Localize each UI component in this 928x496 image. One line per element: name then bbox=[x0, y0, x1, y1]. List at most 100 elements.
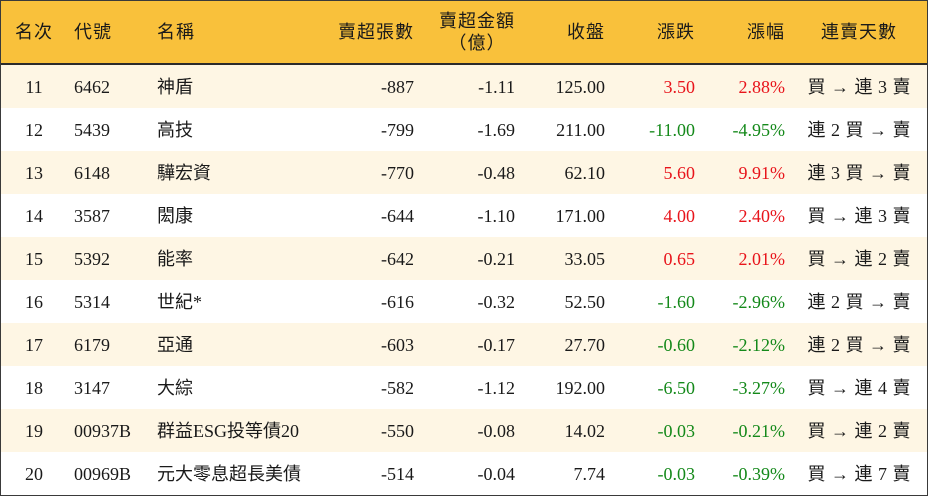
change-pct-cell: -2.12% bbox=[732, 334, 786, 355]
code-cell: 6148 bbox=[74, 162, 110, 183]
code-cell: 00969B bbox=[74, 463, 132, 484]
change-cell: -1.60 bbox=[657, 291, 696, 312]
name-cell: 高技 bbox=[157, 119, 193, 140]
net-sell-lots-cell: -770 bbox=[381, 162, 414, 183]
code-cell: 5439 bbox=[74, 119, 110, 140]
header-net-sell-lots: 賣超張數 bbox=[338, 22, 414, 42]
close-cell: 52.50 bbox=[564, 291, 606, 312]
streak-cell: 連 2 買 → 賣 bbox=[807, 334, 911, 355]
change-pct-cell: 2.40% bbox=[738, 205, 786, 226]
code-cell: 6179 bbox=[74, 334, 110, 355]
header-rank: 名次 bbox=[15, 22, 53, 42]
change-cell: 3.50 bbox=[663, 76, 696, 97]
streak-cell: 買 → 連 7 賣 bbox=[807, 463, 911, 484]
streak-cell: 買 → 連 3 賣 bbox=[807, 76, 911, 97]
change-cell: -0.03 bbox=[657, 463, 696, 484]
change-cell: -6.50 bbox=[657, 377, 696, 398]
name-cell: 驊宏資 bbox=[157, 162, 211, 183]
net-sell-amount-cell: -1.12 bbox=[477, 377, 516, 398]
code-cell: 6462 bbox=[74, 76, 110, 97]
rank-cell: 12 bbox=[25, 119, 43, 140]
rank-cell: 11 bbox=[25, 76, 43, 97]
streak-cell: 買 → 連 3 賣 bbox=[807, 205, 911, 226]
net-sell-lots-cell: -642 bbox=[381, 248, 414, 269]
net-sell-lots-cell: -887 bbox=[381, 76, 414, 97]
close-cell: 62.10 bbox=[564, 162, 606, 183]
table-row: 11 6462 神盾 -887 -1.11 125.00 3.50 2.88% 買 → 連 3 … bbox=[1, 65, 927, 108]
net-sell-lots-cell: -582 bbox=[381, 377, 414, 398]
net-sell-amount-cell: -0.32 bbox=[477, 291, 516, 312]
streak-cell: 連 3 買 → 賣 bbox=[807, 162, 911, 183]
change-cell: 0.65 bbox=[663, 248, 696, 269]
change-cell: 5.60 bbox=[663, 162, 696, 183]
name-cell: 大綜 bbox=[157, 377, 193, 398]
change-cell: -0.60 bbox=[657, 334, 696, 355]
header-net-sell-amount-label: 賣超金額 bbox=[439, 11, 515, 31]
net-sell-lots-cell: -550 bbox=[381, 420, 414, 441]
name-cell: 能率 bbox=[157, 248, 193, 269]
change-pct-cell: 2.01% bbox=[738, 248, 786, 269]
close-cell: 14.02 bbox=[564, 420, 606, 441]
code-cell: 3587 bbox=[74, 205, 110, 226]
net-sell-amount-cell: -0.04 bbox=[477, 463, 516, 484]
name-cell: 世紀* bbox=[157, 291, 202, 312]
table-row: 13 6148 驊宏資 -770 -0.48 62.10 5.60 9.91% 連 3 買 → … bbox=[1, 151, 927, 194]
header-name: 名稱 bbox=[157, 22, 195, 42]
code-cell: 00937B bbox=[74, 420, 132, 441]
rank-cell: 18 bbox=[25, 377, 43, 398]
header-code: 代號 bbox=[74, 22, 112, 42]
name-cell: 神盾 bbox=[157, 76, 193, 97]
net-sell-amount-cell: -0.48 bbox=[477, 162, 516, 183]
change-pct-cell: -0.39% bbox=[732, 463, 786, 484]
rank-cell: 20 bbox=[25, 463, 43, 484]
name-cell: 亞通 bbox=[157, 334, 193, 355]
code-cell: 3147 bbox=[74, 377, 110, 398]
net-sell-amount-cell: -1.11 bbox=[478, 76, 515, 97]
change-pct-cell: -2.96% bbox=[732, 291, 786, 312]
change-pct-cell: -0.21% bbox=[732, 420, 786, 441]
net-sell-amount-cell: -0.17 bbox=[477, 334, 516, 355]
streak-cell: 連 2 買 → 賣 bbox=[807, 291, 911, 312]
table-row: 12 5439 高技 -799 -1.69 211.00 -11.00 -4.95% 連 2 買… bbox=[1, 108, 927, 151]
change-pct-cell: -4.95% bbox=[732, 119, 786, 140]
close-cell: 171.00 bbox=[555, 205, 606, 226]
table-row: 20 00969B 元大零息超長美債 -514 -0.04 7.74 -0.03 -0.39%… bbox=[1, 452, 927, 495]
table-row: 14 3587 閎康 -644 -1.10 171.00 4.00 2.40% 買 → 連 3 … bbox=[1, 194, 927, 237]
code-cell: 5392 bbox=[74, 248, 110, 269]
change-pct-cell: 9.91% bbox=[738, 162, 786, 183]
table-row: 18 3147 大綜 -582 -1.12 192.00 -6.50 -3.27% 買 → 連 … bbox=[1, 366, 927, 409]
streak-cell: 連 2 買 → 賣 bbox=[807, 119, 911, 140]
change-cell: 4.00 bbox=[663, 205, 696, 226]
close-cell: 192.00 bbox=[555, 377, 606, 398]
rank-cell: 14 bbox=[25, 205, 43, 226]
net-sell-amount-cell: -0.08 bbox=[477, 420, 516, 441]
header-change-pct: 漲幅 bbox=[747, 22, 785, 42]
code-cell: 5314 bbox=[74, 291, 110, 312]
net-sell-amount-cell: -1.10 bbox=[477, 205, 516, 226]
name-cell: 群益ESG投等債20 bbox=[157, 420, 300, 441]
close-cell: 211.00 bbox=[556, 119, 605, 140]
name-cell: 元大零息超長美債 bbox=[157, 463, 301, 484]
rank-cell: 17 bbox=[25, 334, 43, 355]
net-sell-lots-cell: -616 bbox=[381, 291, 414, 312]
change-cell: -11.00 bbox=[649, 119, 695, 140]
name-cell: 閎康 bbox=[157, 205, 193, 226]
table-row: 16 5314 世紀* -616 -0.32 52.50 -1.60 -2.96% 連 2 買 … bbox=[1, 280, 927, 323]
rank-cell: 16 bbox=[25, 291, 43, 312]
change-cell: -0.03 bbox=[657, 420, 696, 441]
table-body: 11 6462 神盾 -887 -1.11 125.00 3.50 2.88% 買 → 連 3 … bbox=[1, 65, 927, 495]
close-cell: 7.74 bbox=[573, 463, 606, 484]
table-row: 19 00937B 群益ESG投等債20 -550 -0.08 14.02 -0.03 -0.… bbox=[1, 409, 927, 452]
header-streak: 連賣天數 bbox=[821, 22, 897, 42]
net-sell-amount-cell: -0.21 bbox=[477, 248, 516, 269]
rank-cell: 13 bbox=[25, 162, 43, 183]
streak-cell: 買 → 連 2 賣 bbox=[807, 248, 911, 269]
net-sell-lots-cell: -644 bbox=[381, 205, 414, 226]
close-cell: 125.00 bbox=[555, 76, 606, 97]
net-sell-lots-cell: -603 bbox=[381, 334, 414, 355]
header-close: 收盤 bbox=[567, 22, 605, 42]
change-pct-cell: 2.88% bbox=[738, 76, 786, 97]
rank-cell: 19 bbox=[25, 420, 43, 441]
streak-cell: 買 → 連 4 賣 bbox=[807, 377, 911, 398]
